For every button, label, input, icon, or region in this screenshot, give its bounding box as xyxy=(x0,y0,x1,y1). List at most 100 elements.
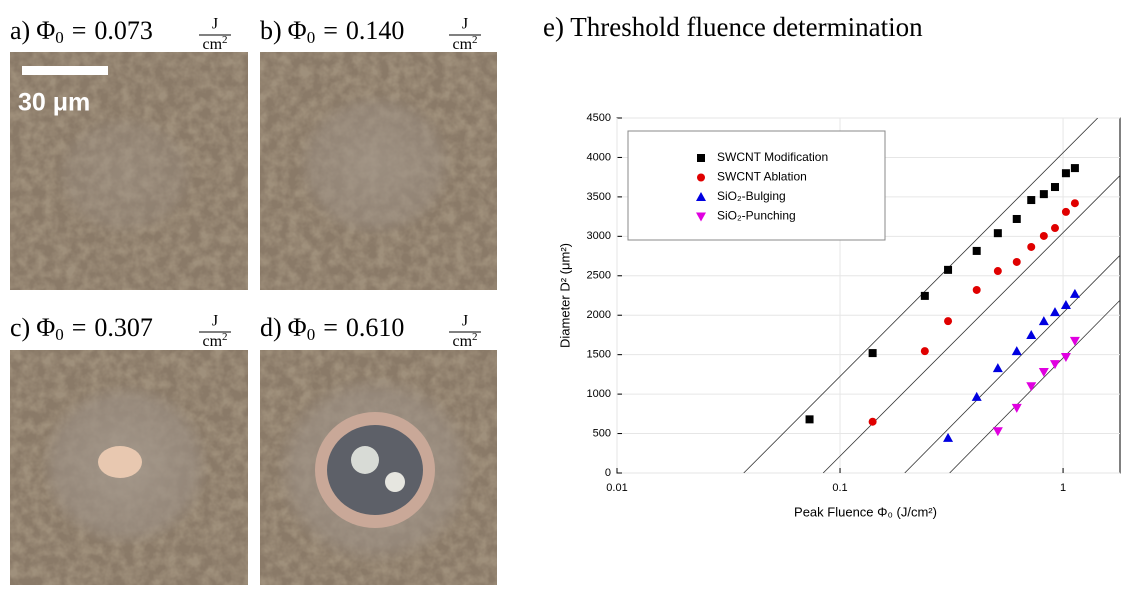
chart-title: e) Threshold fluence determination xyxy=(543,12,923,42)
punched-area xyxy=(327,425,423,515)
data-point xyxy=(993,267,1002,276)
equals: = xyxy=(323,16,338,45)
panel-label: c) Φ0 = 0.307 xyxy=(10,313,153,344)
data-point xyxy=(944,265,953,274)
scale-bar-label: 30 μm xyxy=(18,89,90,117)
data-point xyxy=(1027,242,1036,251)
equals: = xyxy=(323,313,338,342)
unit-den-base: cm xyxy=(202,36,222,53)
x-axis-label: Peak Fluence Φ₀ (J/cm²) xyxy=(794,504,937,519)
data-point xyxy=(868,417,877,426)
unit-numerator: J xyxy=(212,313,218,330)
data-point xyxy=(992,363,1003,373)
panel-letter: a) xyxy=(10,16,30,45)
legend-box xyxy=(627,130,886,241)
unit-numerator: J xyxy=(212,16,218,33)
data-point xyxy=(1011,346,1022,356)
data-point xyxy=(1069,336,1080,346)
x-tick-label: 0.1 xyxy=(832,482,847,494)
fluence-symbol: Φ xyxy=(36,16,55,45)
equals: = xyxy=(72,313,87,342)
debris xyxy=(351,446,379,474)
data-point xyxy=(1039,231,1048,240)
data-point xyxy=(1012,214,1021,223)
y-tick-label: 500 xyxy=(593,427,611,439)
data-point xyxy=(1069,288,1080,298)
unit-denominator: cm2 xyxy=(202,34,227,53)
modified-area xyxy=(55,115,195,235)
fluence-value: 0.307 xyxy=(94,313,153,342)
y-tick-label: 1000 xyxy=(587,388,611,400)
legend-label: SiO₂-Punching xyxy=(717,209,796,223)
fluence-symbol: Φ xyxy=(288,16,307,45)
modified-area xyxy=(297,93,453,237)
data-point xyxy=(972,246,981,255)
fluence-symbol: Φ xyxy=(36,313,55,342)
data-point xyxy=(971,391,982,401)
data-point xyxy=(805,415,814,424)
data-point xyxy=(1060,353,1071,363)
data-point xyxy=(1050,224,1059,233)
data-point xyxy=(1038,368,1049,378)
panel-label: a) Φ0 = 0.073 xyxy=(10,16,153,47)
data-point xyxy=(993,229,1002,238)
data-point xyxy=(992,427,1003,437)
y-tick-label: 2500 xyxy=(587,270,611,282)
data-point xyxy=(1070,164,1079,173)
data-point xyxy=(1027,196,1036,205)
data-point xyxy=(1061,207,1070,216)
fluence-value: 0.073 xyxy=(94,16,153,45)
data-point xyxy=(1050,183,1059,192)
fluence-subscript: 0 xyxy=(307,325,316,344)
data-point xyxy=(944,317,953,326)
legend-label: SiO₂-Bulging xyxy=(717,189,786,203)
unit-numerator: J xyxy=(462,16,468,33)
unit-denominator: cm2 xyxy=(452,34,477,53)
fluence-subscript: 0 xyxy=(307,28,316,47)
x-tick-label: 1 xyxy=(1060,482,1066,494)
y-tick-label: 4000 xyxy=(587,151,611,163)
panel-letter: c) xyxy=(10,313,30,342)
legend-marker xyxy=(696,212,706,222)
unit-denominator: cm2 xyxy=(202,331,227,350)
scale-bar xyxy=(22,66,108,75)
unit-den-base: cm xyxy=(202,333,222,350)
data-point xyxy=(920,347,929,356)
data-point xyxy=(1061,169,1070,178)
equals: = xyxy=(72,16,87,45)
fluence-symbol: Φ xyxy=(288,313,307,342)
x-tick-label: 0.01 xyxy=(606,482,627,494)
legend-marker xyxy=(697,154,705,162)
data-point xyxy=(1026,329,1037,339)
data-point xyxy=(943,432,954,442)
panel-label: b) Φ0 = 0.140 xyxy=(260,16,404,47)
debris xyxy=(385,472,405,492)
unit-den-exp: 2 xyxy=(222,331,228,343)
data-point xyxy=(972,285,981,294)
y-tick-label: 2000 xyxy=(587,309,611,321)
y-tick-label: 3500 xyxy=(587,191,611,203)
y-axis-label: Diameter D² (μm²) xyxy=(557,243,572,348)
data-point xyxy=(1011,403,1022,413)
unit-den-base: cm xyxy=(452,36,472,53)
fit-line xyxy=(904,254,1120,473)
data-point xyxy=(1049,307,1060,317)
fit-line xyxy=(743,118,1098,473)
fluence-subscript: 0 xyxy=(55,28,64,47)
ablated-area xyxy=(98,446,142,478)
y-tick-label: 0 xyxy=(605,467,611,479)
data-point xyxy=(920,291,929,300)
data-point xyxy=(868,349,877,358)
data-point xyxy=(1038,316,1049,326)
unit-den-exp: 2 xyxy=(472,34,478,46)
data-point xyxy=(1070,199,1079,208)
data-point xyxy=(1012,257,1021,266)
y-tick-label: 3000 xyxy=(587,230,611,242)
y-tick-label: 1500 xyxy=(587,349,611,361)
data-point xyxy=(1049,360,1060,370)
unit-numerator: J xyxy=(462,313,468,330)
data-point xyxy=(1026,382,1037,392)
fluence-value: 0.610 xyxy=(346,313,405,342)
panel-letter: b) xyxy=(260,16,282,45)
